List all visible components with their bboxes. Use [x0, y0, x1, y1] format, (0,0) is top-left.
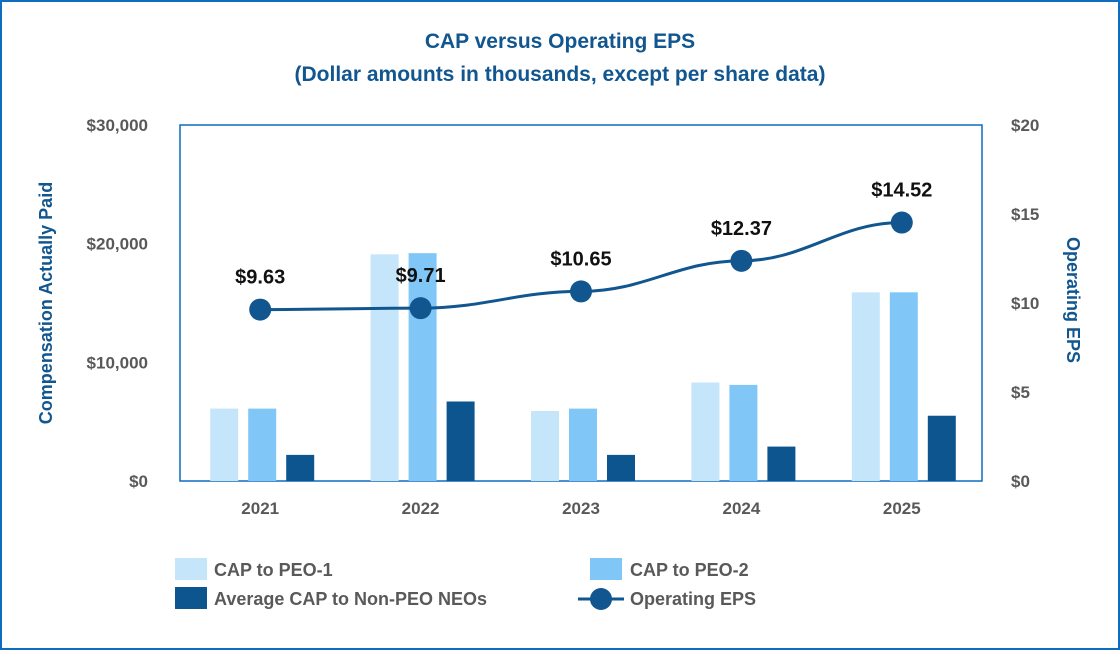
point-operating-eps-2021 — [249, 298, 272, 321]
y-tick-label: $0 — [129, 472, 148, 491]
y2-axis-title: Operating EPS — [1063, 237, 1083, 363]
x-tick-label: 2024 — [722, 499, 760, 518]
legend-swatch-non-peo-neos — [175, 587, 207, 609]
legend-label-non-peo-neos: Average CAP to Non-PEO NEOs — [214, 589, 487, 609]
bar-cap-to-peo-1-2023 — [531, 410, 559, 481]
bar-cap-to-peo-2-2023 — [569, 408, 597, 481]
bar-average-cap-to-non-peo-neos-2022 — [446, 401, 475, 481]
y-tick-label: $20,000 — [87, 235, 148, 254]
bar-cap-to-peo-2-2021 — [248, 408, 277, 481]
point-operating-eps-2025 — [890, 211, 913, 234]
y-tick-label: $30,000 — [87, 116, 148, 135]
bar-cap-to-peo-1-2021 — [210, 408, 239, 481]
chart-subtitle: (Dollar amounts in thousands, except per… — [295, 63, 826, 86]
point-operating-eps-2023 — [570, 280, 592, 303]
bar-average-cap-to-non-peo-neos-2021 — [286, 454, 315, 481]
legend-swatch-cap-peo-1 — [175, 558, 207, 580]
y-tick-label: $10,000 — [87, 353, 148, 372]
bar-cap-to-peo-2-2025 — [889, 292, 918, 481]
x-tick-label: 2022 — [402, 499, 440, 518]
y2-tick-label: $15 — [1011, 205, 1039, 224]
data-label-operating-eps-2024: $12.37 — [711, 218, 772, 240]
bar-cap-to-peo-1-2024 — [691, 382, 720, 481]
x-tick-label: 2025 — [883, 499, 921, 518]
bar-cap-to-peo-1-2025 — [851, 292, 880, 481]
chart-title: CAP versus Operating EPS — [425, 30, 695, 53]
legend-label-cap-peo-1: CAP to PEO-1 — [214, 560, 333, 580]
bar-average-cap-to-non-peo-neos-2023 — [607, 454, 635, 481]
bar-average-cap-to-non-peo-neos-2025 — [927, 415, 956, 481]
y2-tick-label: $0 — [1011, 472, 1030, 491]
x-tick-label: 2023 — [562, 499, 600, 518]
bar-cap-to-peo-1-2022 — [370, 254, 399, 481]
bar-cap-to-peo-2-2024 — [729, 384, 758, 481]
point-operating-eps-2024 — [730, 249, 753, 272]
point-operating-eps-2022 — [409, 297, 432, 320]
y-axis-title: Compensation Actually Paid — [36, 182, 56, 424]
y2-tick-label: $10 — [1011, 294, 1039, 313]
data-label-operating-eps-2021: $9.63 — [235, 267, 285, 289]
y2-tick-label: $5 — [1011, 383, 1030, 402]
x-tick-label: 2021 — [241, 499, 279, 518]
legend-label-cap-peo-2: CAP to PEO-2 — [630, 560, 749, 580]
legend-label-operating-eps: Operating EPS — [630, 589, 756, 609]
data-label-operating-eps-2023: $10.65 — [550, 248, 611, 270]
bar-cap-to-peo-2-2022 — [408, 253, 437, 481]
data-label-operating-eps-2025: $14.52 — [871, 180, 932, 202]
data-label-operating-eps-2022: $9.71 — [396, 265, 446, 287]
legend-marker-operating-eps — [590, 588, 612, 610]
legend-swatch-cap-peo-2 — [590, 558, 622, 580]
bar-average-cap-to-non-peo-neos-2024 — [767, 446, 796, 481]
y2-tick-label: $20 — [1011, 116, 1039, 135]
